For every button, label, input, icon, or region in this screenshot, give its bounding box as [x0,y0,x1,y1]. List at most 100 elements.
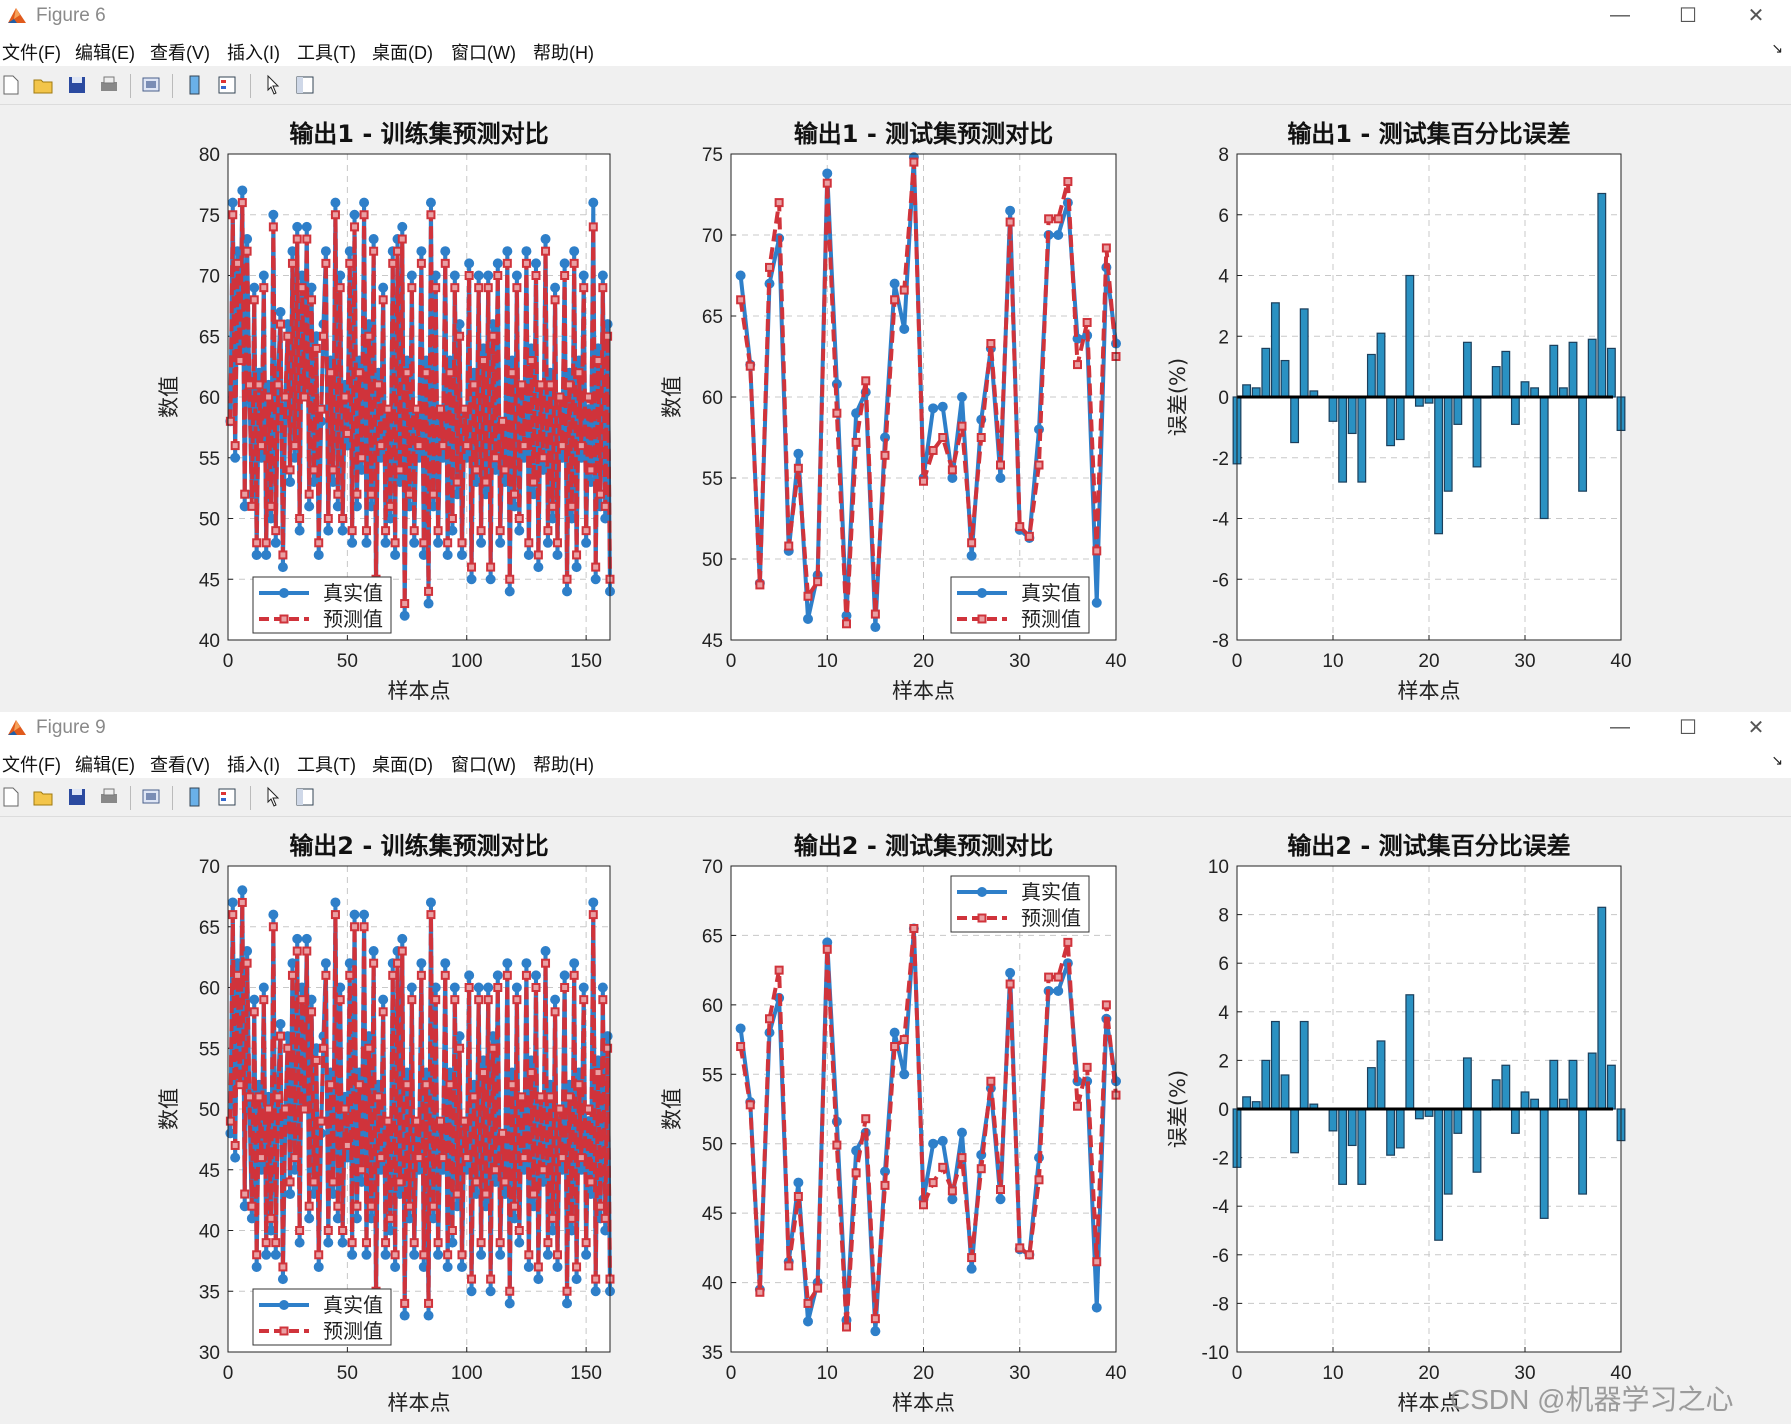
new-file-icon[interactable] [0,786,22,808]
data-point [388,970,398,980]
toolbar [0,778,1791,817]
toolbar-separator [172,786,173,810]
menu-window[interactable]: 窗口(W) [451,43,516,63]
new-file-icon[interactable] [0,74,22,96]
data-point [1053,972,1063,982]
data-point [237,185,248,196]
data-point [957,1153,967,1163]
menu-insert[interactable]: 插入(I) [227,43,280,63]
data-point [510,1201,519,1211]
data-point [319,1043,328,1053]
data-point [597,270,608,281]
menu-desktop[interactable]: 桌面(D) [372,43,433,63]
data-point [399,1310,410,1321]
link-figure-icon[interactable] [140,786,162,808]
menu-edit[interactable]: 编辑(E) [75,43,135,63]
data-point [562,586,573,597]
data-point [443,538,453,548]
data-point [591,562,601,572]
bar [1453,1108,1463,1134]
colorbar-icon[interactable] [184,74,206,96]
y-tick-label: 8 [1218,145,1229,166]
data-point [352,489,362,499]
link-figure-icon[interactable] [140,74,162,96]
data-point [481,1189,491,1199]
data-point [996,1185,1005,1195]
print-icon[interactable] [98,786,120,808]
data-point [1044,214,1054,224]
minimize-button[interactable]: — [1610,715,1630,738]
data-point [426,210,436,220]
data-point [433,537,444,548]
data-point [822,178,832,188]
data-point [899,1035,909,1045]
data-point [1015,1243,1025,1253]
data-point [495,1249,506,1260]
data-point [268,222,278,232]
menu-help[interactable]: 帮助(H) [533,43,594,63]
data-point [321,258,331,268]
menu-file[interactable]: 文件(F) [2,755,61,775]
data-point [456,549,467,560]
print-icon[interactable] [98,74,120,96]
menu-tools[interactable]: 工具(T) [297,755,356,775]
data-point [803,613,813,624]
y-axis-label: 数值 [157,376,181,418]
legend-icon[interactable] [216,74,238,96]
data-point [755,1287,765,1297]
data-point [402,1080,412,1090]
data-point [490,1165,500,1175]
dock-arrow-icon[interactable]: ↘ [1771,40,1783,56]
data-point [557,1153,567,1163]
legend-icon[interactable] [216,786,238,808]
data-point [521,258,531,268]
menu-view[interactable]: 查看(V) [150,43,210,63]
property-inspector-icon[interactable] [294,786,316,808]
minimize-button[interactable]: — [1610,3,1630,26]
pointer-icon[interactable] [262,786,284,808]
data-point [476,537,487,548]
close-button[interactable]: ✕ [1747,716,1765,739]
data-point [364,331,374,341]
data-point [285,1177,295,1187]
save-icon[interactable] [66,786,88,808]
data-point [861,1114,871,1124]
x-axis-label: 样本点 [1398,1391,1461,1415]
data-point [581,526,591,536]
bar [1587,338,1597,398]
close-button[interactable]: ✕ [1747,4,1765,27]
menu-insert[interactable]: 插入(I) [227,755,280,775]
open-folder-icon[interactable] [32,74,54,96]
data-point [473,270,484,281]
data-point [445,1080,455,1090]
menu-window[interactable]: 窗口(W) [451,755,516,775]
menu-file[interactable]: 文件(F) [2,43,61,63]
save-icon[interactable] [66,74,88,96]
data-point [459,1116,469,1126]
y-tick-label: -2 [1212,1149,1229,1170]
data-point [440,246,451,257]
data-point [564,1092,574,1102]
data-point [504,586,515,597]
axes-frame [227,153,611,641]
pointer-icon[interactable] [262,74,284,96]
y-tick-label: 4 [1218,267,1229,288]
maximize-button[interactable]: ☐ [1679,716,1697,739]
menu-edit[interactable]: 编辑(E) [75,755,135,775]
data-point [765,262,774,272]
data-point [228,210,238,220]
y-tick-label: 0 [1218,1100,1229,1121]
menu-tools[interactable]: 工具(T) [297,43,356,63]
maximize-button[interactable]: ☐ [1679,4,1697,27]
property-inspector-icon[interactable] [294,74,316,96]
menu-desktop[interactable]: 桌面(D) [372,755,433,775]
data-point [555,1104,565,1114]
data-point [247,501,257,511]
data-point [813,1283,823,1293]
dock-arrow-icon[interactable]: ↘ [1771,752,1783,768]
menu-view[interactable]: 查看(V) [150,755,210,775]
colorbar-icon[interactable] [184,786,206,808]
data-point [588,197,599,208]
open-folder-icon[interactable] [32,786,54,808]
menu-help[interactable]: 帮助(H) [533,755,594,775]
